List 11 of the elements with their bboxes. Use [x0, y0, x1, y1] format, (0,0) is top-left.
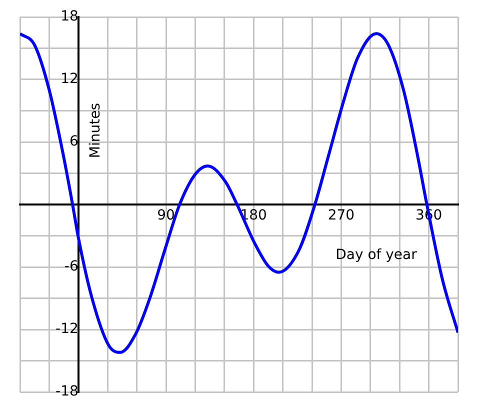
line-series [20, 32, 458, 354]
y-tick-label: 6 [69, 134, 78, 150]
x-tick-label: 270 [328, 208, 355, 224]
y-tick-label: -18 [56, 384, 78, 400]
y-tick-label: 12 [60, 71, 78, 88]
y-axis-title: Minutes [88, 102, 104, 158]
x-tick-label: 90 [157, 208, 175, 224]
y-tick-label: -6 [64, 258, 78, 275]
y-tick-label: -12 [56, 321, 78, 338]
y-tick-label: 18 [60, 8, 78, 25]
x-axis-title: Day of year [336, 247, 418, 264]
